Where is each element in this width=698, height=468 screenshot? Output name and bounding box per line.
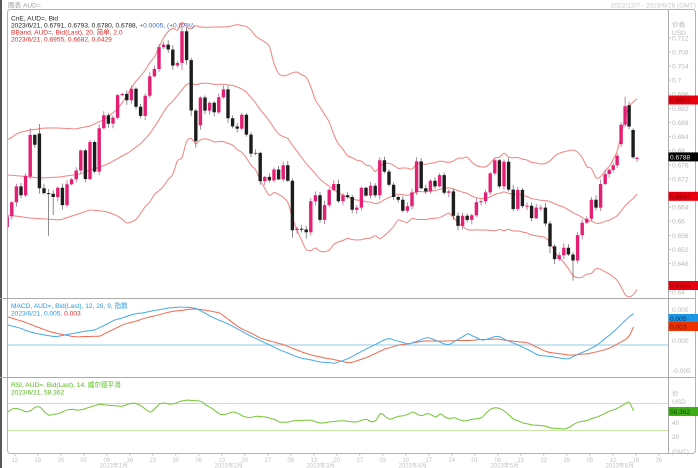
svg-text:2023/6/21, 0.6791, 0.6793, 0.6: 2023/6/21, 0.6791, 0.6793, 0.6780, 0.678… (11, 23, 194, 30)
svg-text:0.656: 0.656 (672, 233, 689, 240)
svg-text:58.362: 58.362 (670, 409, 691, 416)
svg-text:0.005: 0.005 (672, 307, 689, 314)
svg-text:0.6682: 0.6682 (670, 194, 691, 201)
svg-text:0.692: 0.692 (672, 106, 689, 113)
svg-text:19: 19 (34, 458, 41, 464)
svg-text:30: 30 (172, 458, 179, 464)
svg-text:0.688: 0.688 (672, 120, 689, 127)
svg-text:USD: USD (672, 30, 686, 37)
svg-text:图表 AUD=: 图表 AUD= (8, 1, 41, 10)
svg-text:0.003: 0.003 (670, 324, 687, 331)
svg-text:05: 05 (586, 458, 593, 464)
svg-text:2023年6月: 2023年6月 (605, 462, 634, 468)
svg-text:0.6788: 0.6788 (670, 155, 691, 162)
svg-text:02: 02 (80, 458, 87, 464)
svg-text:23: 23 (149, 458, 156, 464)
svg-text:2023/6/21, 0.6955, 0.6682, 0.6: 2023/6/21, 0.6955, 0.6682, 0.6429 (11, 37, 112, 44)
svg-text:0.664: 0.664 (672, 205, 689, 212)
svg-text:27: 27 (356, 458, 363, 464)
svg-text:10: 10 (402, 458, 409, 464)
svg-text:13: 13 (310, 458, 317, 464)
svg-text:0.684: 0.684 (672, 134, 689, 141)
svg-text:13: 13 (218, 458, 225, 464)
svg-text:2023年2月: 2023年2月 (214, 462, 243, 468)
svg-text:2023/6/21, 0.005, 0.003: 2023/6/21, 0.005, 0.003 (11, 311, 81, 318)
svg-text:0.6955: 0.6955 (670, 98, 691, 105)
svg-text:0.704: 0.704 (672, 64, 689, 71)
svg-text:26: 26 (655, 458, 662, 464)
svg-text:0.6429: 0.6429 (670, 283, 691, 290)
svg-text:0.648: 0.648 (672, 261, 689, 268)
svg-text:12: 12 (609, 458, 616, 464)
svg-text:12: 12 (11, 458, 18, 464)
svg-text:27: 27 (264, 458, 271, 464)
svg-text:0.712: 0.712 (672, 35, 689, 42)
svg-text:MACD, AUD=, Bid(Last), 12, 26: MACD, AUD=, Bid(Last), 12, 26, 9, 指数 (11, 301, 128, 310)
svg-text:2023年3月: 2023年3月 (306, 462, 335, 468)
svg-text:06: 06 (195, 458, 202, 464)
svg-text:20: 20 (672, 434, 680, 441)
svg-text:-0.005: -0.005 (672, 368, 691, 375)
svg-text:24: 24 (448, 458, 455, 464)
svg-text:0.652: 0.652 (672, 247, 689, 254)
svg-text:08: 08 (494, 458, 501, 464)
svg-text:2023年4月: 2023年4月 (398, 462, 427, 468)
svg-text:BBand, AUD=, Bid(Last), 20, 简单: BBand, AUD=, Bid(Last), 20, 简单, 2.0 (11, 28, 123, 37)
svg-text:0.000: 0.000 (672, 338, 689, 345)
svg-text:0.64: 0.64 (672, 289, 685, 296)
svg-text:CnE, AUD=, Bid: CnE, AUD=, Bid (11, 16, 58, 23)
svg-text:2023/6/21, 58.362: 2023/6/21, 58.362 (11, 390, 64, 397)
svg-text:0.676: 0.676 (672, 162, 689, 169)
svg-text:29: 29 (563, 458, 570, 464)
svg-text:01: 01 (471, 458, 478, 464)
svg-text:(GMT): (GMT) (672, 450, 689, 456)
svg-text:价格: 价格 (672, 20, 686, 29)
svg-text:03: 03 (379, 458, 386, 464)
svg-text:16: 16 (126, 458, 133, 464)
svg-text:价: 价 (672, 390, 679, 398)
svg-text:2023年5月: 2023年5月 (490, 462, 519, 468)
svg-text:0.696: 0.696 (672, 92, 689, 99)
svg-text:26: 26 (57, 458, 64, 464)
svg-text:20: 20 (333, 458, 340, 464)
svg-text:17: 17 (425, 458, 432, 464)
svg-text:0.672: 0.672 (672, 176, 689, 183)
svg-text:2022/12/7 - 2023/6/28 (GMT): 2022/12/7 - 2023/6/28 (GMT) (611, 3, 696, 10)
svg-text:20: 20 (241, 458, 248, 464)
svg-text:06: 06 (287, 458, 294, 464)
svg-text:22: 22 (540, 458, 547, 464)
svg-text:0.66: 0.66 (672, 219, 685, 226)
svg-text:19: 19 (632, 458, 639, 464)
svg-text:40: 40 (672, 420, 680, 427)
svg-text:RSI, AUD=, Bid(Last), 14, 威尔德: RSI, AUD=, Bid(Last), 14, 威尔德平滑 (11, 380, 121, 389)
svg-text:0.708: 0.708 (672, 49, 689, 56)
svg-text:0.7: 0.7 (672, 78, 681, 85)
svg-text:USD: USD (672, 399, 686, 406)
svg-text:09: 09 (103, 458, 110, 464)
svg-text:15: 15 (517, 458, 524, 464)
svg-text:0.005: 0.005 (670, 316, 687, 323)
svg-text:2023年1月: 2023年1月 (99, 462, 128, 468)
svg-text:0.68: 0.68 (672, 148, 685, 155)
